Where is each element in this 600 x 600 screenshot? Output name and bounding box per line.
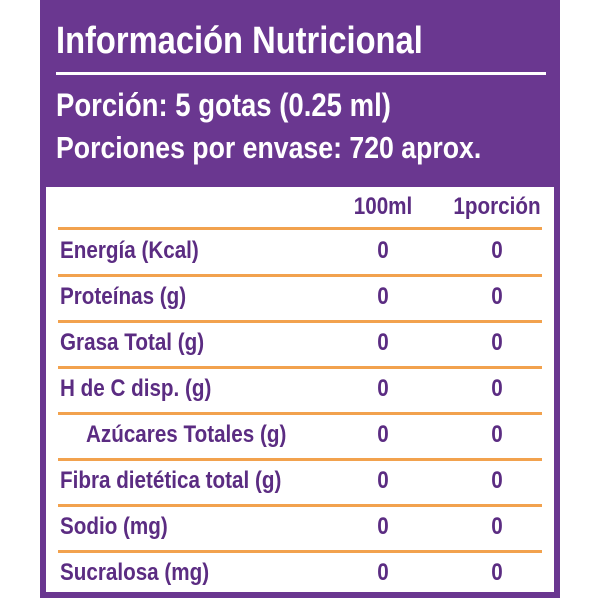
row-divider — [58, 458, 542, 461]
row-divider — [58, 320, 542, 323]
row-label: H de C disp. (g) — [60, 375, 212, 402]
row-value: 0 — [491, 559, 503, 586]
row-value: 0 — [377, 467, 389, 494]
row-label: Fibra dietética total (g) — [60, 467, 282, 494]
row-label: Energía (Kcal) — [60, 237, 199, 264]
row-value: 0 — [377, 329, 389, 356]
row-label: Proteínas (g) — [60, 283, 187, 310]
row-label: Sucralosa (mg) — [60, 559, 210, 586]
servings-per-container: Porciones por envase: 720 aprox. — [56, 130, 482, 165]
row-divider — [58, 504, 542, 507]
serving: Porción: 5 gotas (0.25 ml) — [56, 87, 391, 123]
row-value: 0 — [491, 237, 503, 264]
row-value: 0 — [377, 283, 389, 310]
row-divider — [58, 550, 542, 553]
row-value: 0 — [491, 283, 503, 310]
row-label: Azúcares Totales (g) — [86, 421, 287, 448]
row-divider — [58, 412, 542, 415]
row-value: 0 — [491, 467, 503, 494]
row-value: 0 — [491, 375, 503, 402]
row-value: 0 — [377, 513, 389, 540]
title: Información Nutricional — [56, 20, 423, 62]
row-value: 0 — [377, 421, 389, 448]
nutrition-table: 100ml 1porción Energía (Kcal) 0 0 Proteínas (… — [46, 187, 554, 592]
divider — [56, 72, 546, 75]
row-divider — [58, 366, 542, 369]
row-value: 0 — [491, 421, 503, 448]
row-label: Grasa Total (g) — [60, 329, 205, 356]
row-value: 0 — [377, 559, 389, 586]
row-value: 0 — [491, 329, 503, 356]
row-value: 0 — [491, 513, 503, 540]
row-value: 0 — [377, 237, 389, 264]
row-label: Sodio (mg) — [60, 513, 168, 540]
row-divider — [58, 227, 542, 230]
column-header: 100ml — [353, 193, 413, 220]
row-value: 0 — [377, 375, 389, 402]
row-divider — [58, 274, 542, 277]
column-header: 1porción — [453, 193, 541, 220]
